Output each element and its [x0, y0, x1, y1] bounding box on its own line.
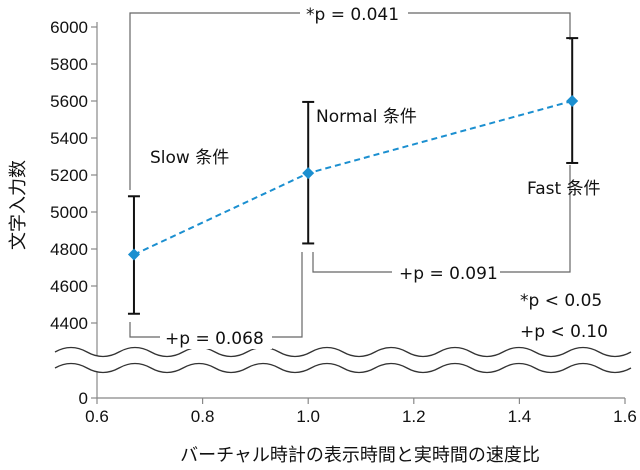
- axis-break: [54, 346, 632, 374]
- data-point: [566, 95, 579, 107]
- bracket-label-mask-3: [160, 327, 272, 349]
- data-point: [302, 167, 315, 180]
- point-label-normal: Normal 条件: [316, 107, 417, 127]
- point-label-slow: Slow 条件: [150, 148, 229, 168]
- data-point-group: [127, 95, 579, 261]
- x-tick-group: 0.6 0.8 1.0 1.2 1.4 1.6: [85, 398, 637, 426]
- y-tick-label: 5200: [50, 166, 88, 185]
- point-label-fast: Fast 条件: [527, 179, 601, 199]
- bracket-slow-normal: [129, 252, 303, 338]
- bracket-label-mask-1: [300, 3, 408, 25]
- comparison-label-slow-fast: *p = 0.041: [306, 5, 399, 25]
- axis-break-wave-bottom: [54, 362, 632, 374]
- x-tick-label: 0.8: [191, 407, 215, 426]
- y-tick-label: 5400: [50, 129, 88, 148]
- data-point: [127, 248, 140, 261]
- x-axis-title: バーチャル時計の表示時間と実時間の速度比: [180, 445, 540, 466]
- y-tick-label: 0: [79, 389, 88, 408]
- x-tick-label: 0.6: [85, 407, 109, 426]
- comparison-brackets: [129, 12, 571, 338]
- y-tick-label: 4400: [50, 314, 88, 333]
- y-tick-label: 6000: [50, 18, 88, 37]
- y-tick-label: 4600: [50, 277, 88, 296]
- bracket-label-mask-2: [392, 262, 500, 284]
- x-tick-label: 1.0: [296, 407, 320, 426]
- comparison-label-normal-fast: +p = 0.091: [399, 264, 498, 284]
- y-axis-title: 文字入力数: [8, 160, 29, 250]
- axis-break-band: [55, 347, 631, 373]
- axis-break-wave-top: [54, 346, 632, 358]
- x-tick-label: 1.2: [402, 407, 426, 426]
- y-tick-label: 4800: [50, 240, 88, 259]
- x-tick-label: 1.6: [613, 407, 637, 426]
- y-tick-label: 5800: [50, 55, 88, 74]
- y-tick-label: 5000: [50, 203, 88, 222]
- legend-significance-005: *p < 0.05: [520, 291, 602, 311]
- x-tick-label: 1.4: [508, 407, 532, 426]
- y-tick-group: 0 4400 4600 4800 5000 5200 5400 5600 5800 6000: [50, 18, 97, 408]
- comparison-label-slow-normal: +p = 0.068: [165, 329, 264, 349]
- legend-significance-010: +p < 0.10: [520, 322, 608, 342]
- y-tick-label: 5600: [50, 92, 88, 111]
